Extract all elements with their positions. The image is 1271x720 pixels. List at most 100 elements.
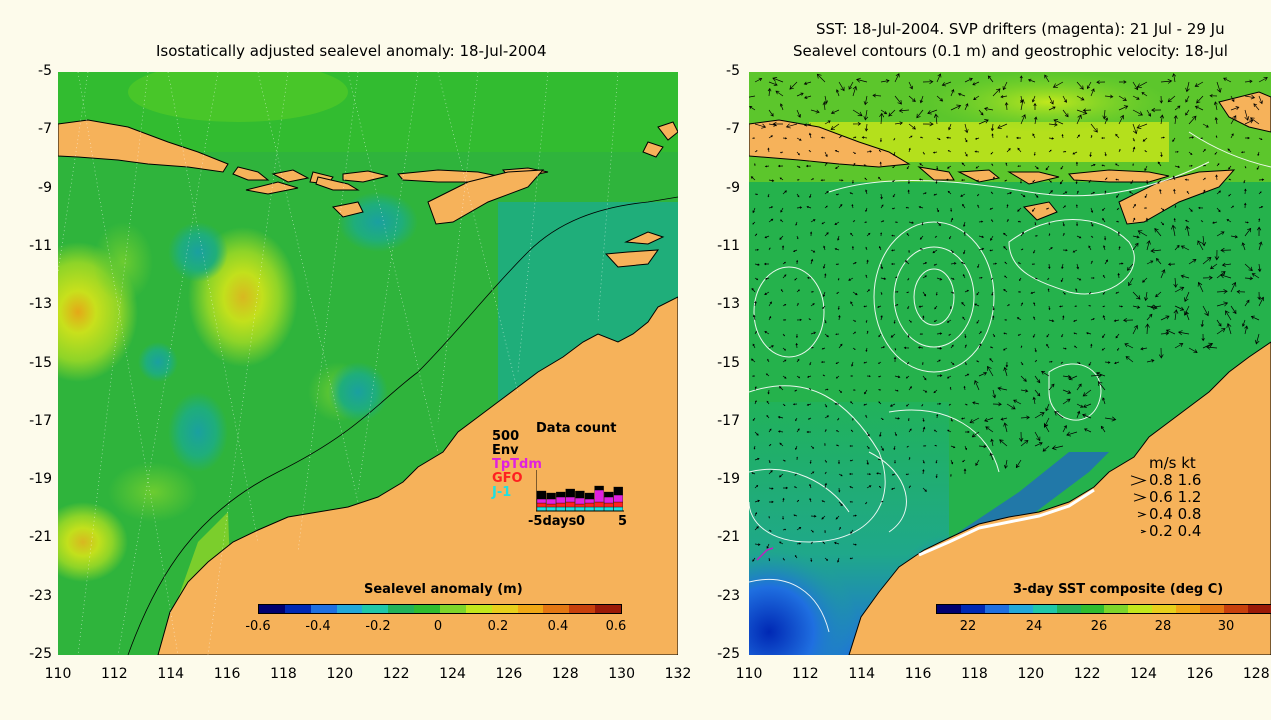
velocity-vector <box>894 304 899 307</box>
velocity-vector <box>1160 207 1165 211</box>
velocity-vector <box>1174 165 1181 169</box>
velocity-vector <box>990 346 994 349</box>
right-xtick: 124 <box>1130 666 1157 682</box>
velocity-vector <box>804 95 812 99</box>
velocity-vector <box>1206 344 1218 350</box>
velocity-vector <box>780 207 784 213</box>
velocity-vector <box>898 108 910 113</box>
velocity-vector <box>880 204 884 209</box>
velocity-vector <box>1102 333 1106 339</box>
velocity-vector <box>1241 319 1246 327</box>
velocity-vector <box>1144 150 1148 153</box>
velocity-vector <box>863 95 868 106</box>
velocity-vector <box>795 417 798 422</box>
velocity-vector <box>835 375 840 379</box>
velocity-vector <box>852 220 856 223</box>
velocity-vector <box>1230 305 1237 315</box>
colorbar-segment <box>1080 605 1105 613</box>
velocity-vector <box>1075 161 1078 167</box>
velocity-vector <box>752 343 756 349</box>
velocity-vector <box>878 361 882 364</box>
velocity-vector <box>1160 78 1173 84</box>
velocity-vector <box>851 361 854 367</box>
velocity-vector <box>1118 114 1124 125</box>
velocity-vector <box>809 193 812 199</box>
velocity-vector <box>976 291 980 296</box>
velocity-vector <box>838 203 843 209</box>
velocity-vector <box>1119 80 1127 84</box>
velocity-vector <box>1033 151 1036 156</box>
velocity-vector <box>950 417 953 422</box>
velocity-vector <box>1000 95 1008 99</box>
velocity-vector <box>922 275 927 279</box>
velocity-vector <box>1214 117 1218 125</box>
satellite-tracks <box>58 72 619 655</box>
velocity-vector <box>820 179 826 182</box>
velocity-vector <box>1004 102 1009 111</box>
velocity-vector <box>894 347 897 351</box>
velocity-vector <box>903 346 910 350</box>
velocity-vector <box>1017 220 1022 223</box>
velocity-vector <box>1089 291 1092 295</box>
data-count-max: 500 <box>492 429 520 444</box>
velocity-vector <box>754 277 759 281</box>
velocity-vector <box>1088 304 1092 307</box>
left-ytick: -17 <box>29 412 52 429</box>
velocity-vector <box>810 541 813 545</box>
velocity-vector <box>1076 383 1082 391</box>
velocity-vector <box>861 136 868 139</box>
left-xtick: 128 <box>551 666 579 682</box>
velocity-vector <box>1173 309 1179 321</box>
velocity-vector <box>754 123 767 129</box>
velocity-vector <box>754 400 757 405</box>
velocity-vector <box>833 541 840 545</box>
velocity-vector <box>768 218 774 223</box>
data-count-bar <box>594 506 604 512</box>
left-ytick: -15 <box>29 354 52 371</box>
velocity-vector <box>1256 165 1260 170</box>
velocity-vector <box>1032 333 1036 338</box>
velocity-vector <box>880 277 887 280</box>
velocity-vector <box>809 387 812 391</box>
velocity-vector <box>974 303 980 307</box>
velocity-vector <box>1216 81 1222 93</box>
velocity-vector <box>1230 115 1237 125</box>
velocity-vector <box>917 346 924 349</box>
velocity-vector <box>865 319 868 324</box>
velocity-vector <box>824 190 829 195</box>
velocity-vector <box>775 90 784 97</box>
velocity-vector <box>1048 122 1058 127</box>
velocity-vector <box>919 163 924 167</box>
velocity-vector <box>992 315 995 321</box>
velocity-vector <box>1117 272 1120 279</box>
velocity-vector <box>908 221 914 224</box>
velocity-vector <box>963 385 966 391</box>
velocity-vector <box>824 442 826 447</box>
velocity-vector <box>792 249 798 253</box>
velocity-vector <box>768 500 774 504</box>
velocity-vector <box>989 358 994 363</box>
velocity-vector <box>879 112 885 125</box>
velocity-vector <box>1185 109 1190 116</box>
velocity-vector <box>1250 315 1260 321</box>
velocity-vector <box>921 221 924 226</box>
velocity-vector <box>964 373 970 377</box>
velocity-vector <box>1032 179 1036 183</box>
velocity-vector <box>1258 95 1263 105</box>
velocity-vector <box>936 95 944 102</box>
velocity-vector <box>1118 246 1121 251</box>
velocity-vector <box>835 333 840 336</box>
velocity-vector <box>794 555 798 559</box>
velocity-vector <box>1003 332 1008 335</box>
velocity-vector <box>962 316 966 321</box>
velocity-vector <box>932 249 938 254</box>
velocity-vector <box>810 331 817 335</box>
velocity-vector <box>751 472 756 475</box>
velocity-vector <box>922 487 927 492</box>
velocity-vector <box>866 232 871 237</box>
velocity-vector <box>754 150 758 153</box>
velocity-vector <box>796 428 800 433</box>
velocity-vector <box>1136 81 1148 88</box>
velocity-vector <box>1096 80 1106 85</box>
velocity-vector <box>1017 165 1022 168</box>
